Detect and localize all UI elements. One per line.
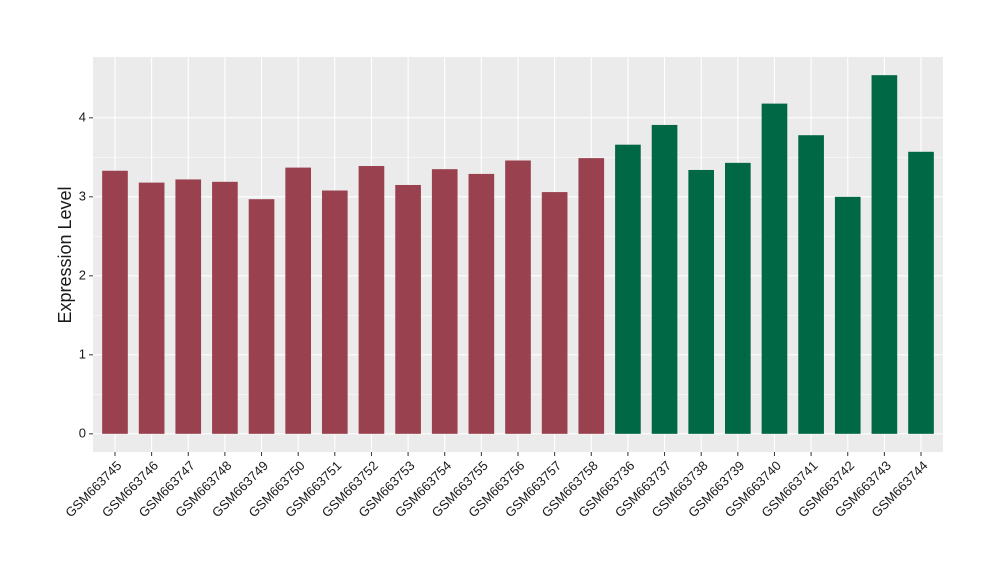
bar [761, 103, 788, 434]
bar [321, 190, 348, 434]
bar [651, 124, 678, 434]
bar [285, 167, 311, 434]
bar [212, 181, 238, 434]
y-tick-label: 0 [79, 425, 86, 440]
bar [615, 144, 641, 434]
bar [505, 160, 531, 434]
bar [395, 184, 421, 434]
y-tick-label: 3 [79, 188, 86, 203]
bar [798, 135, 824, 434]
bar [138, 182, 165, 434]
y-tick-label: 4 [79, 109, 86, 124]
bar [468, 173, 495, 434]
y-tick-label: 2 [79, 267, 86, 282]
bar [248, 199, 275, 434]
bar [688, 169, 715, 434]
y-axis-label: Expression Level [55, 186, 75, 323]
y-tick-label: 1 [79, 346, 86, 361]
bar [871, 75, 898, 434]
bar [725, 162, 751, 434]
bar [358, 166, 385, 434]
bar [102, 170, 128, 434]
bar [578, 158, 605, 434]
bar [175, 179, 202, 434]
bar [908, 151, 934, 434]
bar [541, 192, 568, 434]
bar [834, 196, 861, 434]
bar [431, 169, 458, 434]
